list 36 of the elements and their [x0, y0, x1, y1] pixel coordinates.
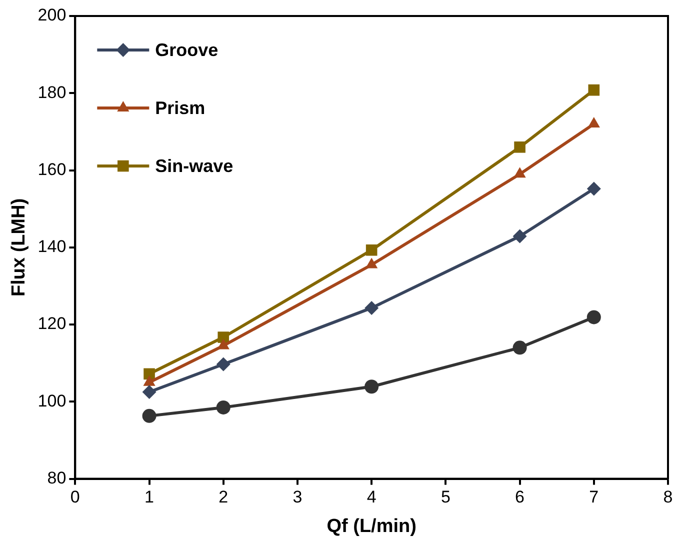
x-tick-label: 1 — [144, 488, 154, 507]
legend-label: Groove — [155, 40, 218, 60]
point — [514, 141, 526, 153]
x-tick-label: 2 — [218, 488, 228, 507]
x-tick-label: 3 — [292, 488, 302, 507]
point — [142, 408, 156, 423]
x-axis-title: Qf (L/min) — [326, 516, 416, 537]
x-tick-label: 6 — [515, 488, 525, 507]
point — [586, 310, 601, 324]
point — [586, 182, 601, 196]
point — [216, 357, 230, 372]
point — [364, 380, 379, 394]
point — [216, 400, 230, 414]
point — [514, 167, 526, 178]
y-axis-title: Flux (LMH) — [8, 198, 30, 296]
legend-label: Sin-wave — [155, 156, 234, 176]
point — [144, 368, 155, 380]
x-tick-label: 8 — [663, 488, 673, 507]
y-tick-label: 100 — [38, 391, 66, 410]
x-tick-label: 7 — [589, 488, 599, 507]
point — [512, 340, 527, 355]
point — [512, 229, 527, 244]
point — [366, 244, 378, 256]
point — [364, 300, 379, 315]
y-tick-label: 80 — [47, 468, 66, 488]
point — [588, 84, 600, 96]
y-tick-label: 200 — [38, 6, 66, 25]
y-tick-label: 180 — [38, 82, 66, 102]
y-tick-label: 120 — [38, 314, 66, 334]
x-tick-label: 5 — [440, 488, 450, 507]
x-tick-label: 0 — [70, 488, 80, 507]
legend-label: Prism — [155, 98, 206, 118]
y-tick-label: 160 — [38, 160, 66, 179]
point — [142, 385, 156, 400]
y-tick-label: 140 — [38, 237, 66, 256]
x-tick-label: 4 — [366, 488, 376, 507]
